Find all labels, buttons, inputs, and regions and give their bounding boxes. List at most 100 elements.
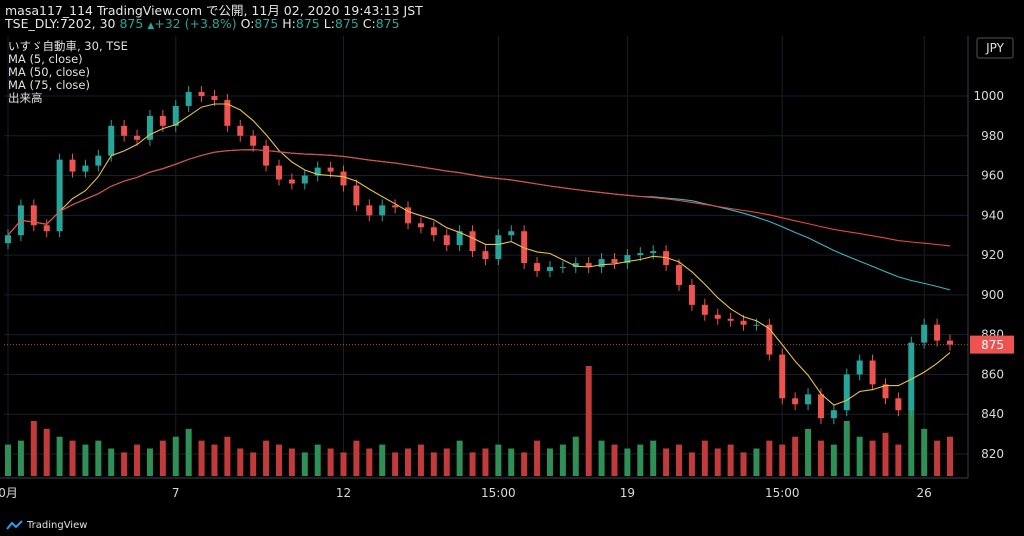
candle-body	[288, 179, 295, 184]
currency-box	[976, 37, 1014, 59]
volume-bar	[559, 444, 566, 476]
candle-body	[56, 159, 63, 232]
volume-bar	[211, 444, 218, 476]
candle-body	[559, 267, 566, 269]
change: +32 (+3.8%)	[154, 16, 237, 31]
candle-body	[69, 159, 76, 172]
candle-body	[340, 171, 347, 186]
candle-body	[624, 255, 631, 264]
candle-body	[250, 135, 257, 146]
volume-bar	[934, 440, 941, 476]
symbol: TSE_DLY:7202, 30	[5, 16, 116, 31]
volume-bar	[263, 440, 270, 476]
candle-body	[146, 115, 153, 140]
open-label: O:	[240, 16, 255, 31]
candle-body	[934, 324, 941, 341]
volume-bar	[585, 366, 592, 476]
volume-bar	[611, 444, 618, 476]
volume-bar	[17, 440, 24, 476]
candle-body	[508, 231, 515, 236]
price-tag-label: 875	[981, 338, 1004, 352]
legend-volume: 出来高	[8, 91, 43, 105]
volume-bar	[198, 440, 205, 476]
candle-body	[753, 324, 760, 326]
close-value: 875	[375, 16, 400, 31]
volume-bar	[275, 444, 282, 476]
candle-body	[805, 394, 812, 405]
candle-body	[82, 165, 89, 172]
volume-bar	[353, 440, 360, 476]
volume-bar	[134, 444, 141, 476]
candle-body	[456, 231, 463, 246]
candle-body	[663, 251, 670, 266]
volume-bar	[753, 448, 760, 476]
volume-bar	[443, 448, 450, 476]
volume-bar	[546, 448, 553, 476]
candle-body	[817, 394, 824, 419]
volume-bar	[5, 444, 11, 476]
candle-body	[185, 92, 192, 106]
candle-body	[469, 231, 476, 252]
volume-bar	[30, 421, 37, 476]
candle-body	[869, 360, 876, 385]
volume-bar	[159, 440, 166, 476]
x-tick-label: 15:00	[481, 486, 516, 500]
up-arrow-icon: ▲	[147, 21, 155, 31]
volume-bar	[237, 448, 244, 476]
legend-ma5: MA (5, close)	[8, 52, 83, 66]
volume-bar	[701, 440, 708, 476]
volume-bar	[121, 452, 128, 476]
candle-body	[534, 263, 541, 272]
candle-body	[882, 384, 889, 399]
volume-bar	[895, 444, 902, 476]
tradingview-logo[interactable]: TradingView	[6, 520, 87, 531]
volume-bar	[405, 448, 412, 476]
volume-bar	[688, 452, 695, 476]
close-label: C:	[362, 16, 376, 31]
low-value: 875	[334, 16, 359, 31]
chart-legend: いすゞ自動車, 30, TSE MA (5, close) MA (50, cl…	[8, 40, 128, 105]
candle-body	[650, 251, 657, 254]
candle-body	[327, 167, 334, 172]
volume-bar	[792, 436, 799, 476]
volume-bar	[534, 440, 541, 476]
x-tick-label: 7	[172, 486, 180, 500]
volume-bar	[56, 436, 63, 476]
volume-bar	[340, 452, 347, 476]
candle-body	[637, 253, 644, 256]
volume-bar	[598, 440, 605, 476]
candle-body	[947, 340, 953, 345]
candle-body	[430, 227, 437, 236]
x-tick-label: 26	[917, 486, 932, 500]
volume-bar	[301, 452, 308, 476]
candle-body	[353, 185, 360, 206]
brand-name: TradingView	[27, 520, 88, 531]
candle-body	[366, 205, 373, 216]
volume-bar	[82, 444, 89, 476]
volume-bar	[417, 444, 424, 476]
legend-symbol: いすゞ自動車, 30, TSE	[8, 39, 128, 53]
candle-body	[95, 155, 102, 166]
x-tick-label: 0月	[0, 486, 18, 500]
volume-bar	[43, 428, 50, 476]
volume-bar	[456, 440, 463, 476]
candle-body	[572, 263, 579, 268]
candle-body	[392, 205, 399, 208]
candle-body	[766, 324, 773, 355]
y-tick-label: 820	[981, 447, 1004, 461]
volume-bar	[108, 448, 115, 476]
y-tick-label: 960	[981, 169, 1004, 183]
ma-line	[7, 149, 951, 291]
candle-body	[379, 205, 386, 216]
volume-bar	[185, 428, 192, 476]
price-tag	[970, 335, 1014, 354]
volume-bar	[817, 440, 824, 476]
volume-bar	[327, 448, 334, 476]
candle-body	[134, 135, 141, 140]
candle-body	[495, 235, 502, 260]
candle-body	[521, 231, 528, 264]
volume-bar	[172, 436, 179, 476]
y-tick-label: 1000	[973, 89, 1004, 103]
volume-bar	[727, 444, 734, 476]
